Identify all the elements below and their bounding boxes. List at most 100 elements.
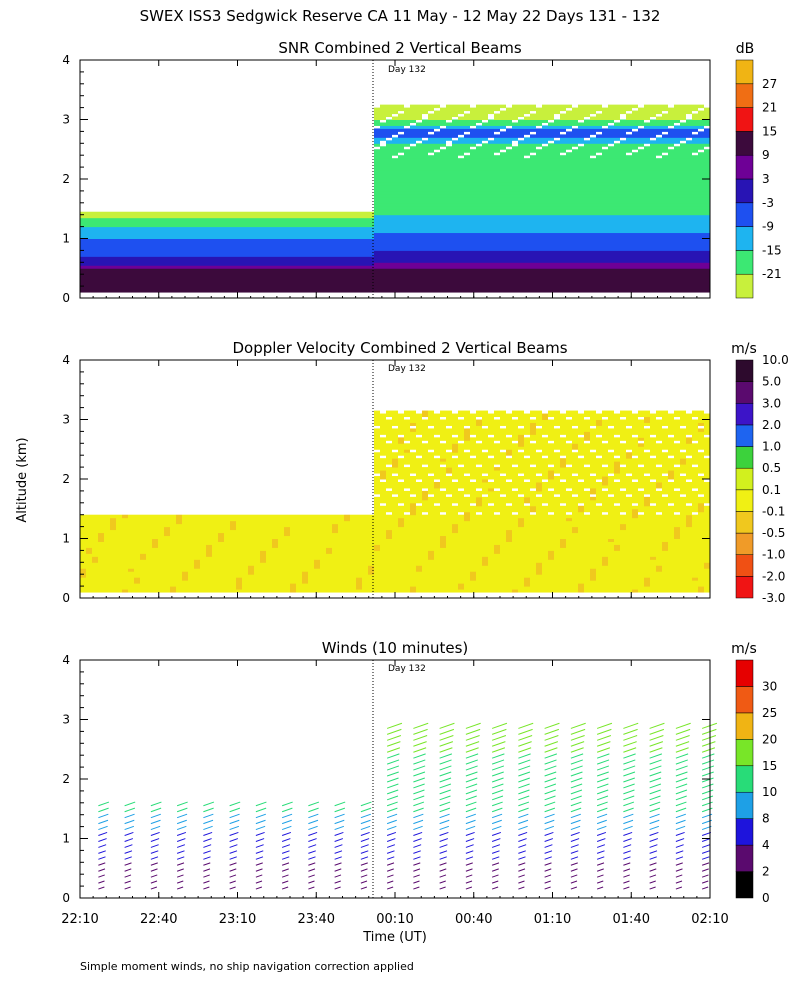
snr-cell: [86, 218, 92, 221]
snr-cell: [680, 176, 686, 179]
snr-cell: [554, 283, 560, 286]
snr-cell: [590, 143, 596, 146]
snr-cell: [398, 122, 404, 125]
snr-cell: [590, 209, 596, 212]
snr-cell: [134, 247, 140, 250]
doppler-cell: [92, 577, 98, 580]
snr-cell: [482, 155, 488, 158]
snr-cell: [698, 182, 704, 185]
snr-cell: [380, 137, 386, 140]
snr-cell: [422, 164, 428, 167]
snr-cell: [656, 218, 662, 221]
snr-cell: [488, 253, 494, 256]
snr-cell: [686, 125, 692, 128]
snr-cell: [506, 108, 512, 111]
snr-cell: [314, 271, 320, 274]
snr-cell: [494, 256, 500, 259]
colorbar-label: -9: [762, 220, 774, 234]
snr-cell: [482, 200, 488, 203]
snr-cell: [380, 230, 386, 233]
snr-cell: [452, 239, 458, 242]
snr-cell: [458, 188, 464, 191]
snr-cell: [530, 170, 536, 173]
snr-cell: [452, 194, 458, 197]
snr-cell: [296, 280, 302, 283]
snr-cell: [338, 244, 344, 247]
snr-cell: [614, 239, 620, 242]
snr-cell: [104, 265, 110, 268]
snr-cell: [620, 161, 626, 164]
snr-cell: [560, 117, 566, 120]
snr-cell: [458, 227, 464, 230]
snr-cell: [584, 221, 590, 224]
snr-cell: [380, 244, 386, 247]
snr-cell: [506, 182, 512, 185]
snr-cell: [632, 236, 638, 239]
snr-cell: [410, 244, 416, 247]
snr-cell: [188, 253, 194, 256]
snr-cell: [536, 131, 542, 134]
snr-cell: [236, 265, 242, 268]
snr-cell: [332, 256, 338, 259]
snr-cell: [662, 137, 668, 140]
snr-cell: [488, 262, 494, 265]
snr-cell: [440, 233, 446, 236]
snr-cell: [650, 149, 656, 152]
snr-cell: [638, 191, 644, 194]
snr-cell: [656, 233, 662, 236]
snr-cell: [590, 265, 596, 268]
snr-cell: [98, 218, 104, 221]
snr-cell: [446, 146, 452, 149]
snr-cell: [404, 265, 410, 268]
snr-cell: [200, 221, 206, 224]
snr-cell: [404, 233, 410, 236]
snr-cell: [644, 259, 650, 262]
snr-cell: [686, 197, 692, 200]
snr-cell: [554, 247, 560, 250]
snr-cell: [386, 239, 392, 242]
snr-cell: [494, 140, 500, 143]
snr-cell: [644, 197, 650, 200]
snr-cell: [560, 176, 566, 179]
snr-cell: [116, 256, 122, 259]
snr-cell: [500, 182, 506, 185]
snr-cell: [404, 256, 410, 259]
snr-cell: [698, 137, 704, 140]
snr-cell: [128, 233, 134, 236]
snr-cell: [194, 262, 200, 265]
snr-cell: [332, 265, 338, 268]
doppler-cell: [86, 568, 92, 571]
snr-cell: [620, 179, 626, 182]
snr-cell: [440, 191, 446, 194]
snr-cell: [476, 224, 482, 227]
snr-cell: [416, 262, 422, 265]
snr-cell: [518, 218, 524, 221]
snr-cell: [686, 161, 692, 164]
snr-cell: [548, 203, 554, 206]
snr-cell: [392, 256, 398, 259]
snr-cell: [668, 239, 674, 242]
snr-cell: [404, 182, 410, 185]
snr-cell: [464, 262, 470, 265]
snr-cell: [620, 271, 626, 274]
snr-cell: [224, 236, 230, 239]
snr-cell: [380, 146, 386, 149]
snr-cell: [380, 227, 386, 230]
snr-cell: [362, 239, 368, 242]
snr-cell: [428, 253, 434, 256]
snr-cell: [506, 206, 512, 209]
snr-cell: [704, 131, 710, 134]
snr-cell: [698, 271, 704, 274]
snr-cell: [524, 280, 530, 283]
snr-cell: [392, 221, 398, 224]
snr-cell: [428, 244, 434, 247]
snr-cell: [428, 215, 434, 218]
snr-cell: [632, 244, 638, 247]
snr-cell: [692, 200, 698, 203]
snr-cell: [434, 274, 440, 277]
snr-cell: [326, 271, 332, 274]
doppler-cell: [110, 586, 116, 589]
snr-cell: [458, 164, 464, 167]
snr-cell: [614, 286, 620, 289]
snr-cell: [656, 122, 662, 125]
